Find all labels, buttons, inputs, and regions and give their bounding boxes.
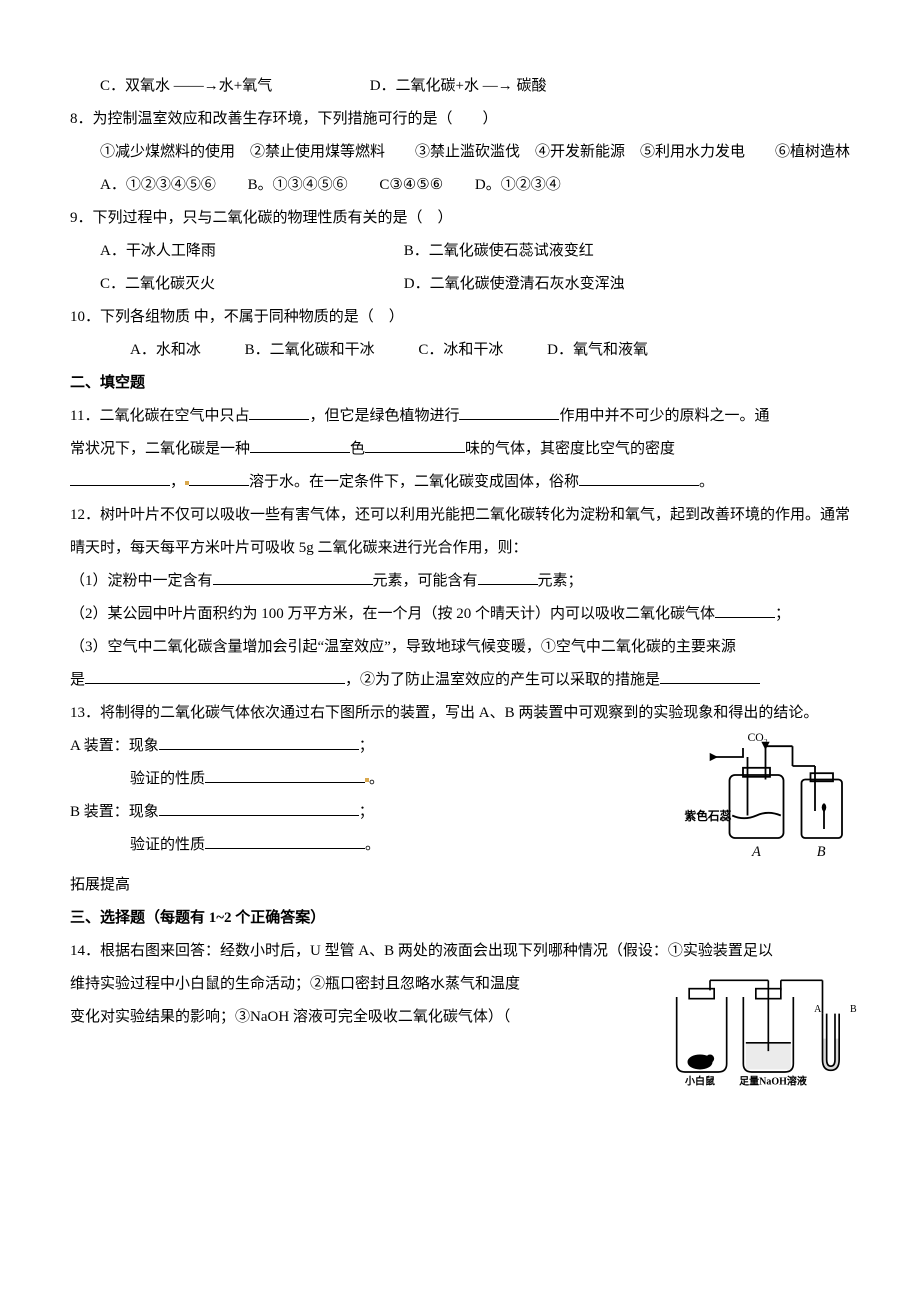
q12-s1a: （1）淀粉中一定含有 [70,573,213,589]
q11-t8: 溶于水。在一定条件下，二氧化碳变成固体，俗称 [249,474,579,490]
q14-line1: 14．根据右图来回答：经数小时后，U 型管 A、B 两处的液面会出现下列哪种情况… [70,935,860,968]
q11-t5: 色 [350,441,365,457]
q9-row1: A．干冰人工降雨 B．二氧化碳使石蕊试液变红 [70,235,860,268]
q8-opt-a: A．①②③④⑤⑥ [100,169,216,202]
blank[interactable] [205,833,365,849]
q13-a-per: 。 [369,771,384,787]
q13-a-semi: ； [359,738,374,754]
section-3-title: 三、选择题（每题有 1~2 个正确答案） [70,902,860,935]
q14-figure-icon: A B 小白鼠 足量NaOH溶液 [660,972,860,1089]
q14-fig-a: A [814,1004,822,1015]
q12-s2b: ； [775,606,790,622]
q12-s3b-row: 是 ，②为了防止温室效应的产生可以采取的措施是 [70,664,860,697]
q8-opts: A．①②③④⑤⑥ B。①③④⑤⑥ C③④⑤⑥ D。①②③④ [70,169,860,202]
q13-figure-icon: CO₂ 紫色石蕊 A B [680,730,860,865]
blank[interactable] [159,734,359,750]
q7-opts-row: C．双氧水 ——→水+氧气 D．二氧化碳+水 —→ 碳酸 [70,70,860,103]
q10-opts: A．水和冰 B．二氧化碳和干冰 C．冰和干冰 D．氧气和液氧 [70,334,860,367]
q13-b-semi: ； [359,804,374,820]
q9-row2: C．二氧化碳灭火 D．二氧化碳使澄清石灰水变浑浊 [70,268,860,301]
q9-opt-b: B．二氧化碳使石蕊试液变红 [404,243,594,259]
q13-fig-a: A [751,844,761,860]
q8-opt-c: C③④⑤⑥ [379,169,443,202]
q11-t2: ，但它是绿色植物进行 [309,408,459,424]
q10-opt-c: C．冰和干冰 [418,334,503,367]
q12-s2a: （2）某公园中叶片面积约为 100 万平方米，在一个月（按 20 个晴天计）内可… [70,606,715,622]
q12-s3a: （3）空气中二氧化碳含量增加会引起“温室效应”，导致地球气候变暖，①空气中二氧化… [70,631,860,664]
q10-opt-b: B．二氧化碳和干冰 [245,334,375,367]
q11-line1: 11．二氧化碳在空气中只占 ，但它是绿色植物进行 作用中并不可少的原料之一。通 [70,400,860,433]
q11-line2: 常状况下，二氧化碳是一种 色 味的气体，其密度比空气的密度 [70,433,860,466]
q13-a-label: A 装置：现象 [70,738,159,754]
q12-s2: （2）某公园中叶片面积约为 100 万平方米，在一个月（按 20 个晴天计）内可… [70,598,860,631]
q11-t3: 作用中并不可少的原料之一。通 [559,408,769,424]
q8-opt-d: D。①②③④ [475,169,561,202]
q10-stem: 10．下列各组物质 中，不属于同种物质的是（ ） [70,301,860,334]
q11-line3: ， 溶于水。在一定条件下，二氧化碳变成固体，俗称 。 [70,466,860,499]
q12-s1b: 元素，可能含有 [373,573,478,589]
blank[interactable] [249,404,309,420]
blank[interactable] [70,470,170,486]
q9-opt-c: C．二氧化碳灭火 [100,268,400,301]
section-2-title: 二、填空题 [70,367,860,400]
q14-wrap: 14．根据右图来回答：经数小时后，U 型管 A、B 两处的液面会出现下列哪种情况… [70,935,860,1093]
q13-stem: 13．将制得的二氧化碳气体依次通过右下图所示的装置，写出 A、B 两装置中可观察… [70,697,860,730]
q11-t4: 常状况下，二氧化碳是一种 [70,441,250,457]
blank[interactable] [365,437,465,453]
q9-stem: 9．下列过程中，只与二氧化碳的物理性质有关的是（ ） [70,202,860,235]
blank[interactable] [213,569,373,585]
q8-stem: 8．为控制温室效应和改善生存环境，下列措施可行的是（ ） [70,103,860,136]
q8-items: ①减少煤燃料的使用 ②禁止使用煤等燃料 ③禁止滥砍滥伐 ④开发新能源 ⑤利用水力… [70,136,860,169]
blank[interactable] [189,470,249,486]
extension-title: 拓展提高 [70,869,860,902]
q9-opt-d: D．二氧化碳使澄清石灰水变浑浊 [404,276,625,292]
blank[interactable] [159,800,359,816]
q14-fig-naoh: 足量NaOH溶液 [739,1074,807,1087]
blank[interactable] [205,767,365,783]
q14-fig-mouse: 小白鼠 [684,1074,715,1087]
q12-s1c: 元素； [538,573,583,589]
blank[interactable] [579,470,699,486]
q13-fig-label: 紫色石蕊 [685,809,732,823]
q11-t7: ， [170,474,185,490]
q11-t6: 味的气体，其密度比空气的密度 [465,441,675,457]
q13-b-per: 。 [365,837,380,853]
q14-fig-b: B [850,1004,857,1015]
q12-s1: （1）淀粉中一定含有 元素，可能含有 元素； [70,565,860,598]
q12-s3b: 是 [70,672,85,688]
q13-b-label: B 装置：现象 [70,804,159,820]
q11-t9: 。 [699,474,714,490]
q10-opt-a: A．水和冰 [130,334,201,367]
blank[interactable] [478,569,538,585]
q9-opt-a: A．干冰人工降雨 [100,235,400,268]
blank[interactable] [85,668,345,684]
q13-verify-b: 验证的性质 [130,837,205,853]
q13-verify-a: 验证的性质 [130,771,205,787]
blank[interactable] [715,602,775,618]
blank[interactable] [250,437,350,453]
q12-s3c: ，②为了防止温室效应的产生可以采取的措施是 [345,672,660,688]
blank[interactable] [459,404,559,420]
q10-opt-d: D．氧气和液氧 [547,334,648,367]
q13-fig-b: B [817,844,826,860]
q7-opt-d: D．二氧化碳+水 —→ 碳酸 [370,78,547,94]
q7-opt-c: C．双氧水 ——→水+氧气 [100,78,272,94]
q11-t1: 11．二氧化碳在空气中只占 [70,408,249,424]
q13-wrap: 13．将制得的二氧化碳气体依次通过右下图所示的装置，写出 A、B 两装置中可观察… [70,697,860,869]
q12-stem: 12．树叶叶片不仅可以吸收一些有害气体，还可以利用光能把二氧化碳转化为淀粉和氧气… [70,499,860,565]
q8-opt-b: B。①③④⑤⑥ [248,169,348,202]
blank[interactable] [660,668,760,684]
